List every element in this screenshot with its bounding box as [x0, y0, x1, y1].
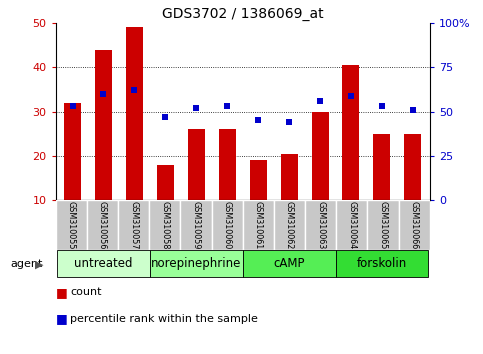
- Bar: [219, 129, 236, 200]
- Bar: [180, 200, 212, 250]
- Text: GSM310059: GSM310059: [191, 200, 200, 249]
- Bar: [188, 129, 205, 200]
- Point: [130, 87, 138, 93]
- Bar: [149, 200, 180, 250]
- Text: ■: ■: [56, 286, 67, 298]
- Text: percentile rank within the sample: percentile rank within the sample: [70, 314, 258, 324]
- Bar: [336, 250, 428, 277]
- Point: [223, 103, 231, 109]
- Text: agent: agent: [11, 259, 43, 269]
- Text: forskolin: forskolin: [357, 257, 407, 270]
- Bar: [398, 200, 430, 250]
- Bar: [404, 133, 421, 200]
- Point: [316, 98, 324, 104]
- Bar: [312, 112, 328, 200]
- Bar: [336, 200, 368, 250]
- Text: GSM310057: GSM310057: [129, 200, 138, 249]
- Text: ▶: ▶: [35, 259, 44, 269]
- Point: [255, 118, 262, 123]
- Bar: [368, 200, 398, 250]
- Point: [285, 119, 293, 125]
- Bar: [64, 103, 81, 200]
- Point: [192, 105, 200, 111]
- Point: [161, 114, 169, 120]
- Bar: [157, 165, 174, 200]
- Text: GSM310065: GSM310065: [379, 201, 387, 249]
- Text: GSM310064: GSM310064: [347, 201, 356, 249]
- Text: norepinephrine: norepinephrine: [151, 257, 242, 270]
- Text: GSM310062: GSM310062: [285, 201, 294, 249]
- Bar: [150, 250, 242, 277]
- Bar: [373, 133, 390, 200]
- Point: [99, 91, 107, 97]
- Text: GSM310058: GSM310058: [160, 201, 169, 249]
- Title: GDS3702 / 1386069_at: GDS3702 / 1386069_at: [162, 7, 324, 21]
- Bar: [274, 200, 305, 250]
- Text: GSM310066: GSM310066: [410, 201, 419, 249]
- Point: [69, 103, 76, 109]
- Text: GSM310060: GSM310060: [223, 201, 232, 249]
- Bar: [305, 200, 336, 250]
- Text: GSM310056: GSM310056: [98, 201, 107, 249]
- Text: count: count: [70, 287, 101, 297]
- Bar: [87, 200, 118, 250]
- Text: GSM310061: GSM310061: [254, 201, 263, 249]
- Point: [409, 107, 417, 113]
- Bar: [57, 250, 150, 277]
- Text: untreated: untreated: [74, 257, 133, 270]
- Point: [347, 93, 355, 98]
- Bar: [56, 200, 87, 250]
- Bar: [243, 200, 274, 250]
- Bar: [118, 200, 149, 250]
- Bar: [250, 160, 267, 200]
- Text: GSM310063: GSM310063: [316, 201, 325, 249]
- Bar: [242, 250, 336, 277]
- Bar: [342, 65, 359, 200]
- Bar: [126, 28, 143, 200]
- Bar: [95, 50, 112, 200]
- Bar: [281, 154, 298, 200]
- Point: [378, 103, 386, 109]
- Text: GSM310055: GSM310055: [67, 200, 76, 249]
- Text: ■: ■: [56, 312, 67, 325]
- Bar: [212, 200, 243, 250]
- Text: cAMP: cAMP: [273, 257, 305, 270]
